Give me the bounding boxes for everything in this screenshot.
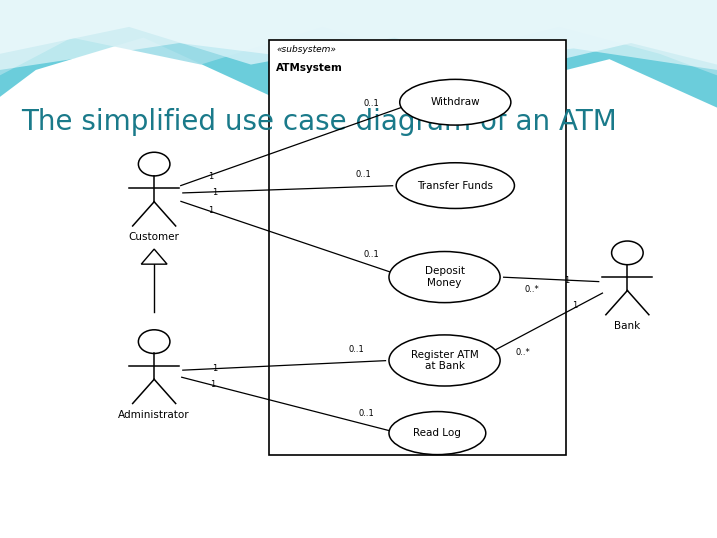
Text: 0..1: 0..1 [358,409,374,418]
Text: Bank: Bank [614,321,640,331]
Text: Withdraw: Withdraw [430,97,480,107]
Circle shape [138,330,170,353]
Text: 0..*: 0..* [515,348,530,357]
Text: ATMsystem: ATMsystem [276,63,343,73]
Bar [269,40,566,455]
Text: Register ATM
at Bank: Register ATM at Bank [411,350,478,371]
Text: 0..1: 0..1 [364,99,379,108]
Ellipse shape [389,412,486,455]
Text: 1: 1 [208,172,213,181]
Polygon shape [0,0,717,70]
Text: 1: 1 [209,206,214,215]
Text: Deposit
Money: Deposit Money [424,266,465,288]
Polygon shape [0,0,717,75]
Polygon shape [0,0,717,70]
Polygon shape [141,249,167,264]
Text: 1: 1 [571,301,577,309]
Text: 0..1: 0..1 [348,345,364,355]
Text: Read Log: Read Log [414,428,461,438]
Text: 1: 1 [212,188,218,196]
Text: 0..1: 0..1 [356,170,371,179]
Text: 0..1: 0..1 [364,250,379,259]
Text: «subsystem»: «subsystem» [276,45,336,54]
Text: 0..*: 0..* [524,285,539,294]
Ellipse shape [389,252,500,302]
Text: 1: 1 [210,379,215,388]
Text: The simplified use case diagram of an ATM: The simplified use case diagram of an AT… [22,108,617,136]
Polygon shape [0,0,717,108]
Ellipse shape [389,335,500,386]
Circle shape [138,152,170,176]
Text: Administrator: Administrator [118,410,190,420]
Ellipse shape [399,79,511,125]
Text: Transfer Funds: Transfer Funds [417,181,493,190]
Text: Customer: Customer [129,232,179,243]
Text: 1: 1 [212,364,218,373]
Ellipse shape [396,162,514,209]
Circle shape [612,241,643,265]
Text: 1: 1 [564,276,569,285]
